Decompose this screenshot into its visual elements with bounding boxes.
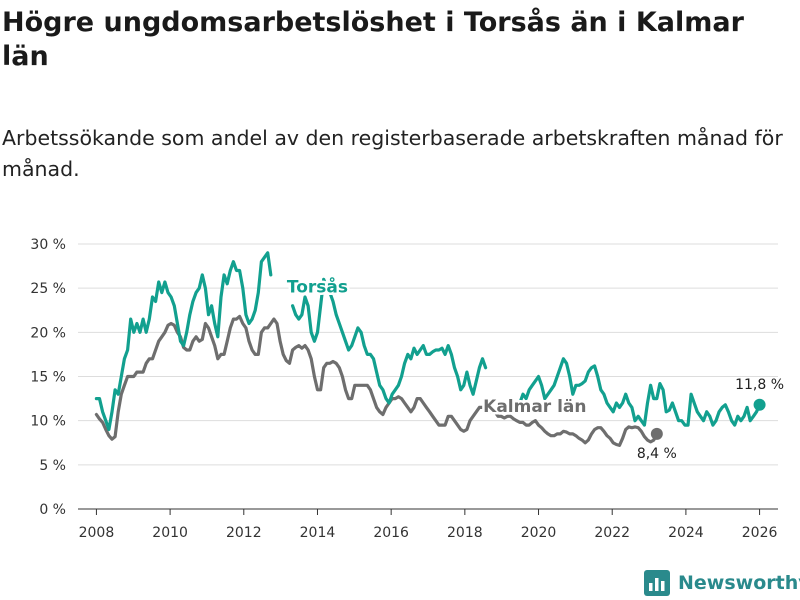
series-line-torsas xyxy=(94,251,273,432)
torsas-end-label: 11,8 % xyxy=(735,377,784,393)
series-label-torsas: Torsås xyxy=(287,276,348,298)
series-line-torsas xyxy=(291,277,488,405)
x-tick-label: 2020 xyxy=(521,525,557,541)
newsworthy-logo-icon xyxy=(644,570,670,596)
x-tick-label: 2026 xyxy=(742,525,778,541)
kalmar-end-point xyxy=(650,427,663,440)
label-layer: 11,8 % 8,4 % Torsås Kalmar län xyxy=(284,273,784,462)
series-line-kalmar xyxy=(94,314,659,447)
y-tick-label: 20 % xyxy=(30,325,66,341)
series-label-kalmar: Kalmar län xyxy=(483,397,586,417)
x-tick-label: 2012 xyxy=(226,525,262,541)
chart-subtitle: Arbetssökande som andel av den registerb… xyxy=(2,126,783,181)
line-layer xyxy=(94,251,762,447)
series-line-torsas xyxy=(515,357,762,427)
y-tick-label: 0 % xyxy=(39,502,66,518)
y-tick-label: 15 % xyxy=(30,370,66,386)
chart-title: Högre ungdomsarbetslöshet i Torsås än i … xyxy=(2,7,744,72)
y-tick-label: 30 % xyxy=(30,237,66,253)
x-tick-label: 2018 xyxy=(447,525,483,541)
kalmar-end-label: 8,4 % xyxy=(637,446,677,462)
x-tick-label: 2008 xyxy=(79,525,115,541)
y-tick-label: 10 % xyxy=(30,414,66,430)
x-tick-label: 2022 xyxy=(594,525,630,541)
x-tick-label: 2024 xyxy=(668,525,704,541)
y-tick-label: 25 % xyxy=(30,281,66,297)
x-tick-label: 2014 xyxy=(300,525,336,541)
x-tick-label: 2010 xyxy=(152,525,188,541)
torsas-end-point xyxy=(753,398,766,411)
x-tick-label: 2016 xyxy=(373,525,409,541)
brand-logo[interactable]: Newsworthy xyxy=(644,568,800,598)
y-tick-label: 5 % xyxy=(39,458,66,474)
grid-layer: 0 % 5 % 10 % 15 % 20 % 25 % 30 % 2008 2010 2012 20… xyxy=(30,237,778,541)
brand-name: Newsworthy xyxy=(678,572,800,594)
